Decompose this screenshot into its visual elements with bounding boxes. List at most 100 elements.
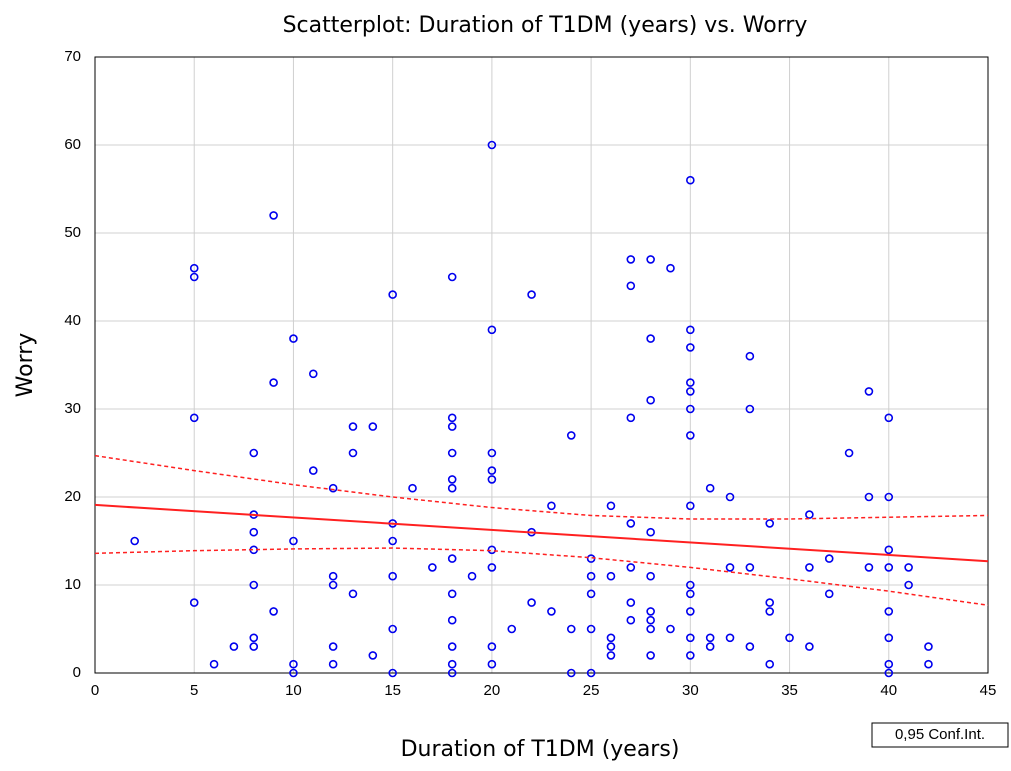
point — [884, 633, 894, 643]
y-tick-label: 30 — [64, 400, 81, 417]
point — [884, 607, 894, 616]
point — [189, 413, 199, 423]
point — [765, 519, 775, 528]
point — [904, 580, 913, 590]
point — [606, 642, 616, 651]
point — [686, 387, 695, 396]
point — [686, 378, 695, 387]
point — [447, 554, 457, 563]
x-axis-label: Duration of T1DM (years) — [401, 737, 680, 762]
point — [447, 422, 457, 431]
point — [527, 598, 536, 607]
point — [547, 607, 556, 616]
point — [864, 492, 874, 502]
x-tick-label: 45 — [980, 682, 997, 699]
point — [348, 448, 358, 458]
point — [566, 431, 576, 440]
point — [686, 404, 695, 414]
point — [388, 536, 397, 546]
point — [765, 659, 775, 669]
fit-line — [94, 503, 989, 563]
point — [249, 448, 259, 458]
y-tick-label: 20 — [64, 488, 81, 505]
x-tick-label: 20 — [484, 682, 501, 699]
point — [586, 668, 596, 678]
point — [447, 659, 457, 669]
point — [527, 290, 536, 299]
point — [785, 633, 794, 643]
point — [626, 598, 636, 607]
point — [686, 651, 695, 660]
y-tick-label: 40 — [64, 312, 81, 329]
point — [626, 281, 636, 291]
point — [666, 624, 675, 634]
y-axis-label: Worry — [13, 333, 38, 398]
point — [428, 563, 437, 572]
point — [884, 563, 894, 572]
point — [269, 378, 278, 387]
point — [705, 633, 715, 643]
point — [269, 211, 278, 220]
point — [646, 651, 655, 660]
point — [249, 642, 259, 651]
x-tick-label: 0 — [91, 682, 99, 699]
legend-box — [871, 722, 1009, 748]
y-tick-label: 70 — [64, 48, 81, 65]
point — [586, 589, 596, 599]
point — [686, 431, 695, 440]
point — [626, 519, 636, 528]
point — [805, 510, 814, 519]
point — [487, 642, 497, 651]
conf-upper — [94, 454, 989, 520]
point — [328, 580, 338, 590]
point — [666, 263, 675, 273]
point — [388, 290, 397, 299]
chart-title: Scatterplot: Duration of T1DM (years) vs… — [283, 13, 808, 38]
point — [606, 501, 616, 511]
point — [725, 492, 735, 502]
point — [249, 527, 259, 537]
point — [686, 607, 695, 616]
point — [487, 140, 497, 150]
point — [686, 589, 695, 599]
point — [308, 369, 318, 379]
point — [447, 483, 457, 493]
x-tick-label: 40 — [880, 682, 897, 699]
point — [447, 475, 457, 484]
point — [348, 422, 358, 431]
point — [745, 642, 755, 651]
point — [646, 395, 655, 405]
point — [884, 492, 894, 502]
point — [646, 527, 655, 537]
point — [725, 633, 735, 643]
point — [289, 668, 298, 678]
point — [368, 651, 378, 660]
point — [447, 668, 457, 678]
point — [686, 325, 695, 335]
x-tick-label: 30 — [682, 682, 699, 699]
point — [547, 501, 556, 511]
conf-lower — [94, 547, 989, 606]
point — [646, 615, 655, 625]
point — [626, 255, 636, 264]
point — [745, 404, 755, 414]
point — [487, 325, 497, 335]
y-tick-label: 50 — [64, 224, 81, 241]
y-tick-label: 0 — [73, 664, 81, 681]
point — [447, 615, 457, 625]
x-tick-label: 35 — [781, 682, 798, 699]
point — [686, 343, 695, 352]
point — [328, 483, 338, 493]
point — [626, 413, 636, 423]
point — [586, 571, 596, 581]
point — [686, 580, 695, 590]
point — [606, 633, 616, 643]
y-tick-label: 60 — [64, 136, 81, 153]
point — [487, 563, 497, 572]
point — [447, 589, 457, 599]
point — [328, 659, 338, 669]
point — [884, 659, 894, 669]
point — [487, 475, 497, 484]
point — [289, 536, 298, 546]
